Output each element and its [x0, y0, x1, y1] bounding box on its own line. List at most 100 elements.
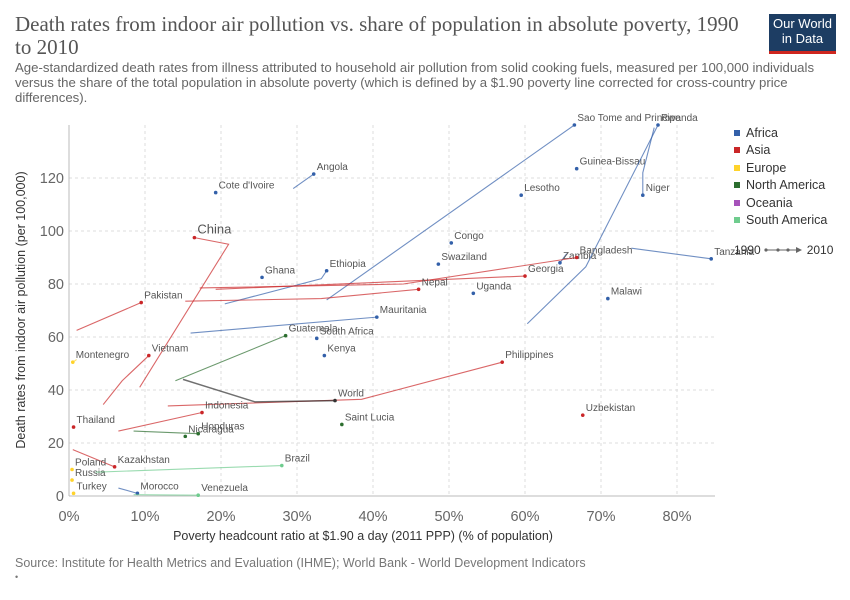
trajectory-line [326, 124, 575, 301]
trajectory-line [139, 237, 230, 388]
data-point [213, 190, 218, 195]
data-point [196, 431, 200, 436]
country-label: Uzbekistan [586, 403, 635, 414]
legend-item[interactable]: Asia [734, 142, 827, 160]
country-label: Kenya [327, 344, 356, 355]
country-label: Angola [317, 162, 349, 173]
country-label: Ghana [265, 265, 295, 276]
y-axis-title: Death rates from indoor air pollution (p… [14, 171, 28, 448]
data-point [558, 261, 562, 265]
data-point [416, 287, 421, 292]
country-label: South Africa [320, 326, 374, 337]
data-point [71, 491, 76, 496]
country-label: Lesotho [524, 183, 560, 194]
x-axis-title: Poverty headcount ratio at $1.90 a day (… [173, 529, 553, 543]
legend-item[interactable]: Europe [734, 159, 827, 177]
legend-item[interactable]: North America [734, 177, 827, 195]
x-tick-label: 20% [206, 509, 235, 525]
y-tick-label: 40 [48, 383, 64, 399]
trajectory-line [292, 173, 315, 190]
source-note: Source: Institute for Health Metrics and… [15, 556, 586, 570]
country-label: Philippines [505, 350, 553, 361]
trajectory-line [167, 361, 503, 407]
country-label: Swaziland [441, 252, 487, 263]
x-tick-label: 0% [59, 509, 80, 525]
data-point [436, 262, 441, 266]
x-tick-label: 10% [130, 509, 159, 525]
trajectory-line [642, 127, 655, 196]
country-label: Georgia [528, 264, 564, 275]
trajectory-line [199, 256, 577, 289]
data-point [340, 422, 344, 427]
x-tick-label: 50% [434, 509, 463, 525]
country-label: Guatemala [289, 324, 338, 335]
x-tick-label: 40% [358, 509, 387, 525]
country-label: Indonesia [205, 401, 249, 412]
data-point [112, 465, 117, 469]
legend-item[interactable]: Oceania [734, 194, 827, 212]
chart-subtitle: Age-standardized death rates from illnes… [15, 60, 815, 105]
legend-swatch [734, 164, 740, 171]
data-point [260, 275, 264, 280]
data-point [283, 333, 288, 338]
data-point [322, 353, 327, 358]
data-point [606, 296, 610, 301]
y-tick-label: 120 [40, 171, 64, 187]
trajectory-line [76, 302, 142, 331]
data-point [70, 467, 74, 472]
country-label: Bangladesh [580, 246, 633, 257]
data-point [580, 413, 585, 417]
legend-label: Oceania [746, 195, 793, 210]
logo-red-bar [769, 51, 836, 54]
country-label: Niger [646, 183, 671, 194]
data-point [147, 353, 151, 358]
legend-label: North America [746, 178, 826, 193]
trajectory-line [182, 378, 336, 403]
chart-title: Death rates from indoor air pollution vs… [15, 12, 739, 59]
legend-swatch [734, 217, 740, 224]
country-label: Uganda [476, 281, 511, 292]
trajectory-line [133, 494, 199, 496]
y-tick-label: 80 [48, 277, 64, 293]
data-point [311, 172, 316, 176]
x-tick-label: 60% [510, 509, 539, 525]
legend-swatch [734, 147, 740, 154]
logo-line-2: in Data [781, 31, 824, 46]
data-point [572, 123, 577, 127]
data-point [375, 315, 379, 319]
data-point [500, 360, 505, 364]
country-label: Thailand [77, 415, 115, 426]
country-label: Nepal [422, 277, 448, 288]
trajectory-line [190, 316, 377, 334]
legend-item[interactable]: South America [734, 212, 827, 230]
data-point [523, 274, 527, 278]
footer-dot: • [15, 572, 19, 582]
trajectory-line [526, 124, 659, 325]
legend-swatch [734, 199, 740, 206]
data-point [192, 235, 197, 240]
legend-label: Europe [746, 160, 787, 175]
trajectory-line [175, 335, 286, 382]
trajectory-line [118, 487, 138, 494]
country-label: Russia [75, 468, 106, 479]
country-label: Rwanda [661, 113, 698, 124]
trajectory-line [224, 270, 328, 305]
country-label: Kazakhstan [118, 455, 170, 466]
legend-item[interactable]: Africa [734, 124, 827, 142]
country-label: Cote d'Ivoire [219, 181, 275, 192]
trajectory-line [118, 411, 203, 432]
data-point [574, 166, 579, 171]
country-label: Tanzania [714, 247, 754, 258]
data-point [324, 268, 329, 273]
y-tick-label: 60 [48, 330, 64, 346]
data-point [449, 241, 454, 245]
data-point [641, 193, 645, 198]
data-point [280, 463, 284, 468]
legend-swatch [734, 129, 740, 136]
owid-logo[interactable]: Our World in Data [769, 14, 836, 54]
country-label: Morocco [140, 481, 179, 492]
data-point [333, 398, 337, 403]
data-point [471, 291, 476, 296]
country-label: Nicaragua [188, 424, 234, 435]
